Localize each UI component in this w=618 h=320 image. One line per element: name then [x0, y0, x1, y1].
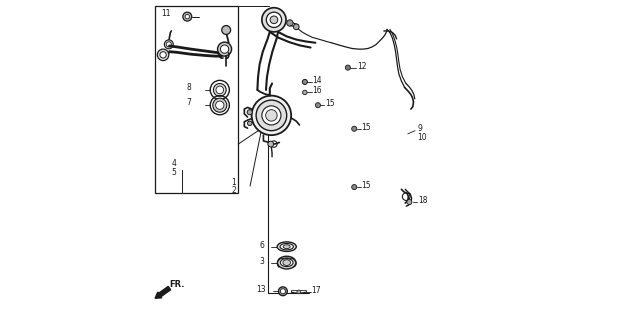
Text: 11: 11 — [161, 9, 171, 18]
Circle shape — [352, 126, 357, 131]
Circle shape — [279, 287, 287, 296]
Circle shape — [221, 45, 229, 53]
Text: 1: 1 — [232, 179, 236, 188]
Text: 9: 9 — [417, 124, 422, 133]
Circle shape — [160, 52, 166, 58]
Text: 12: 12 — [357, 61, 366, 70]
Circle shape — [252, 96, 291, 135]
Circle shape — [281, 289, 286, 294]
Text: FR.: FR. — [169, 280, 185, 289]
Circle shape — [315, 103, 321, 108]
Text: 3: 3 — [260, 257, 265, 266]
Circle shape — [297, 290, 301, 294]
Circle shape — [183, 12, 192, 21]
Ellipse shape — [281, 259, 293, 267]
Circle shape — [302, 79, 307, 84]
Circle shape — [247, 110, 252, 115]
Ellipse shape — [283, 245, 290, 249]
Text: 2: 2 — [232, 186, 236, 195]
Circle shape — [407, 199, 412, 204]
Ellipse shape — [277, 256, 296, 269]
Circle shape — [166, 42, 171, 47]
Bar — [156, 6, 239, 194]
Circle shape — [216, 101, 224, 109]
Text: 15: 15 — [362, 181, 371, 190]
Text: 8: 8 — [187, 83, 191, 92]
Text: 10: 10 — [417, 132, 427, 141]
Circle shape — [262, 106, 281, 125]
Text: 5: 5 — [171, 168, 176, 177]
Text: 16: 16 — [312, 86, 322, 95]
Circle shape — [268, 141, 274, 147]
Circle shape — [256, 100, 287, 131]
Text: 17: 17 — [311, 286, 321, 295]
Circle shape — [266, 12, 282, 28]
Circle shape — [262, 8, 286, 32]
Circle shape — [247, 121, 252, 125]
Text: 18: 18 — [418, 196, 428, 205]
Text: 7: 7 — [186, 98, 191, 107]
Text: 14: 14 — [312, 76, 322, 85]
Circle shape — [287, 20, 293, 26]
Ellipse shape — [280, 244, 294, 250]
Circle shape — [345, 65, 350, 70]
Circle shape — [303, 90, 307, 95]
Circle shape — [266, 110, 277, 121]
Circle shape — [222, 26, 231, 35]
Circle shape — [213, 98, 227, 112]
Circle shape — [294, 24, 299, 30]
Circle shape — [352, 185, 357, 190]
Circle shape — [216, 86, 224, 94]
Text: 6: 6 — [260, 241, 265, 250]
Text: 15: 15 — [325, 99, 334, 108]
Circle shape — [270, 16, 277, 24]
Circle shape — [185, 14, 190, 19]
Circle shape — [213, 84, 226, 96]
Circle shape — [164, 40, 173, 49]
FancyArrow shape — [155, 286, 171, 298]
Circle shape — [158, 49, 169, 60]
Ellipse shape — [283, 260, 290, 266]
Text: 4: 4 — [171, 159, 176, 168]
Circle shape — [218, 42, 232, 56]
Text: 15: 15 — [362, 123, 371, 132]
Ellipse shape — [277, 242, 296, 252]
Text: 13: 13 — [256, 285, 266, 294]
